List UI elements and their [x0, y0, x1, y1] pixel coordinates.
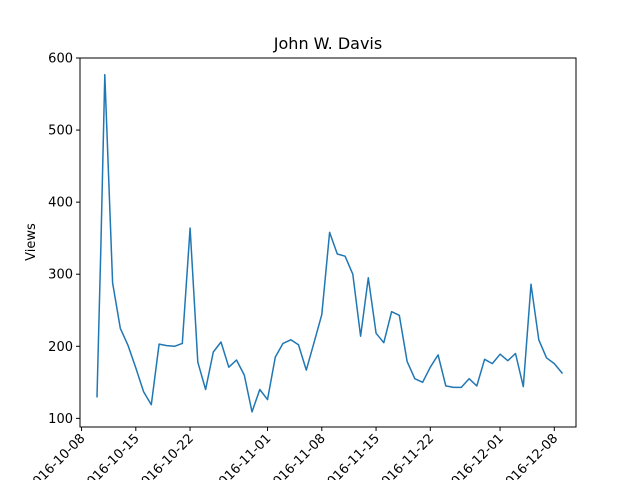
plot-area: [96, 73, 564, 413]
y-tick-label: 400: [48, 196, 73, 211]
y-tick-label: 300: [48, 268, 73, 283]
y-axis-ticks: 100 200 300 400 500 600: [48, 52, 80, 427]
y-axis-label: Views: [24, 223, 39, 261]
y-tick-label: 200: [48, 340, 73, 355]
y-tick-label: 500: [48, 124, 73, 139]
y-tick-label: 600: [48, 52, 73, 67]
chart-title: John W. Davis: [273, 34, 382, 53]
y-tick-label: 100: [48, 412, 73, 427]
axes-frame: [79, 57, 577, 428]
series-line-views: [96, 73, 564, 413]
